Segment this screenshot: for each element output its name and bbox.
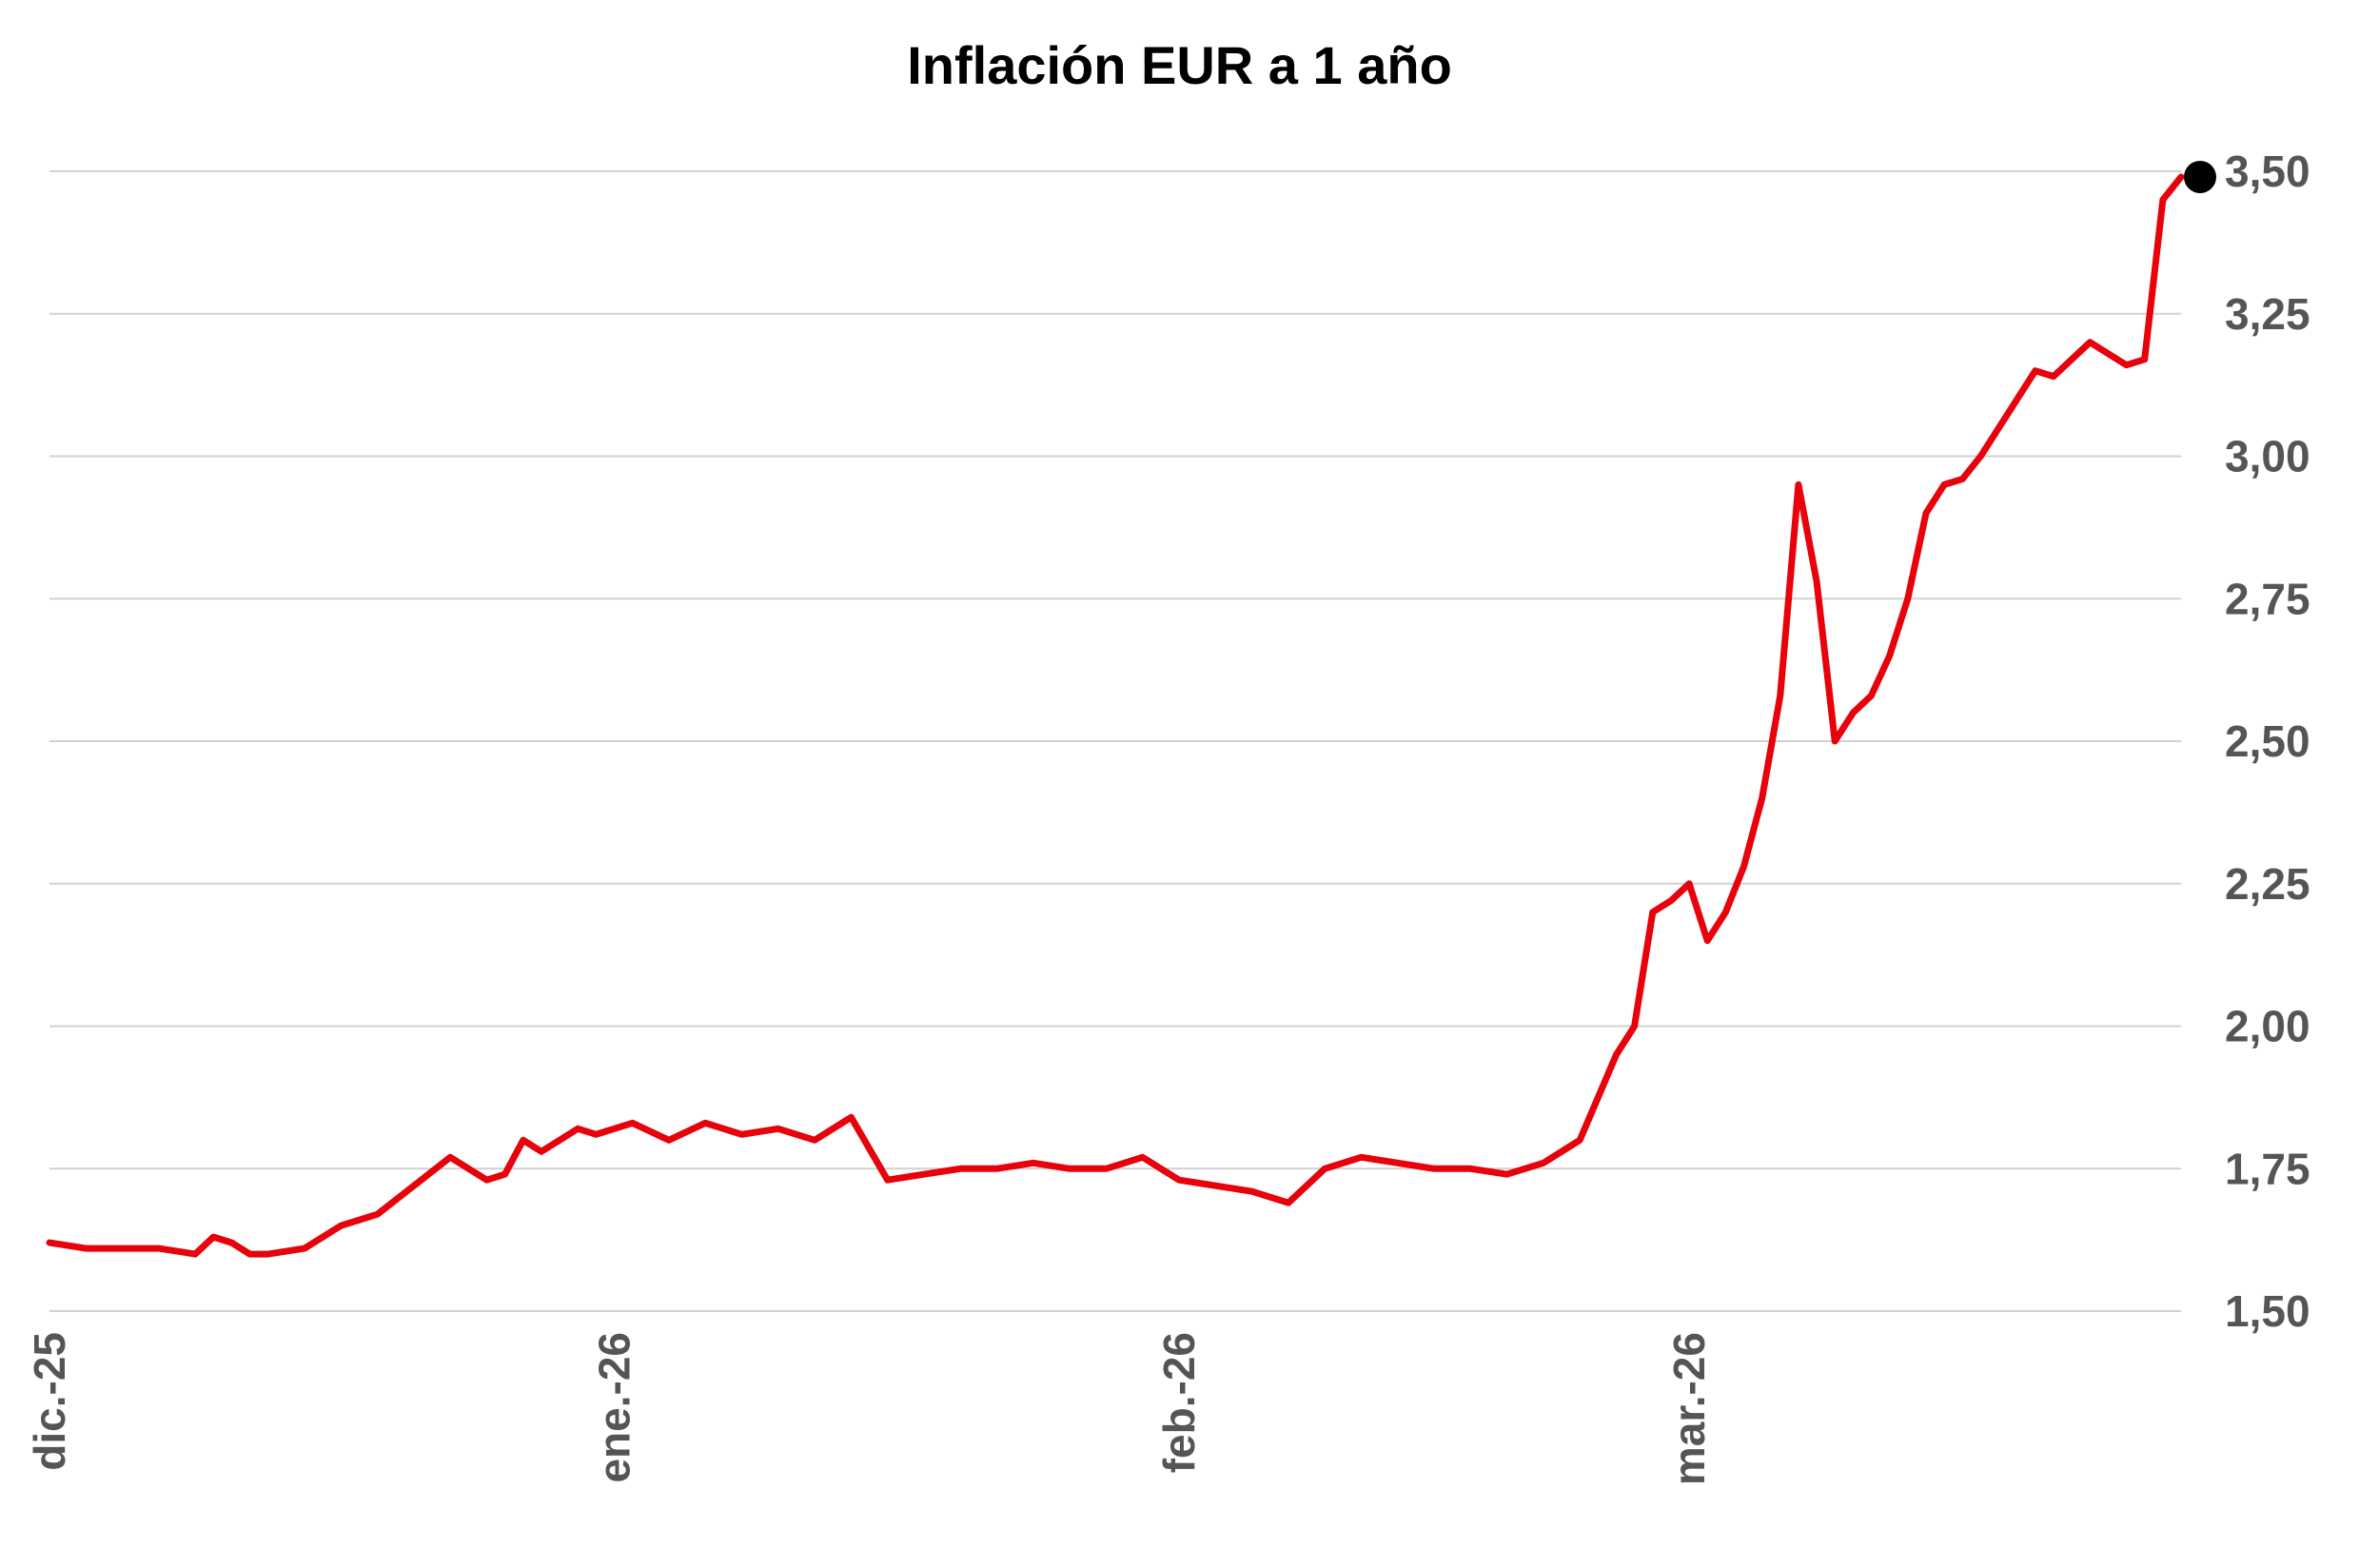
- chart-title: Inflación EUR a 1 año: [907, 35, 1452, 95]
- x-tick-label: dic.-25: [25, 1332, 74, 1471]
- y-tick-label: 2,25: [2225, 859, 2310, 909]
- x-tick-label: mar.-26: [1664, 1332, 1714, 1485]
- y-tick-label: 3,00: [2225, 432, 2310, 481]
- y-tick-label: 2,00: [2225, 1002, 2310, 1051]
- series-line: [46, 173, 2185, 1258]
- y-tick-label: 1,50: [2225, 1286, 2310, 1336]
- y-tick-label: 3,50: [2225, 147, 2310, 196]
- y-tick-label: 1,75: [2225, 1144, 2310, 1193]
- x-tick-label: feb.-26: [1154, 1332, 1204, 1473]
- end-point-marker: [2184, 160, 2216, 193]
- y-tick-label: 3,25: [2225, 289, 2310, 339]
- y-tick-label: 2,50: [2225, 716, 2310, 766]
- x-tick-label: ene.-26: [590, 1332, 639, 1483]
- y-tick-label: 2,75: [2225, 574, 2310, 623]
